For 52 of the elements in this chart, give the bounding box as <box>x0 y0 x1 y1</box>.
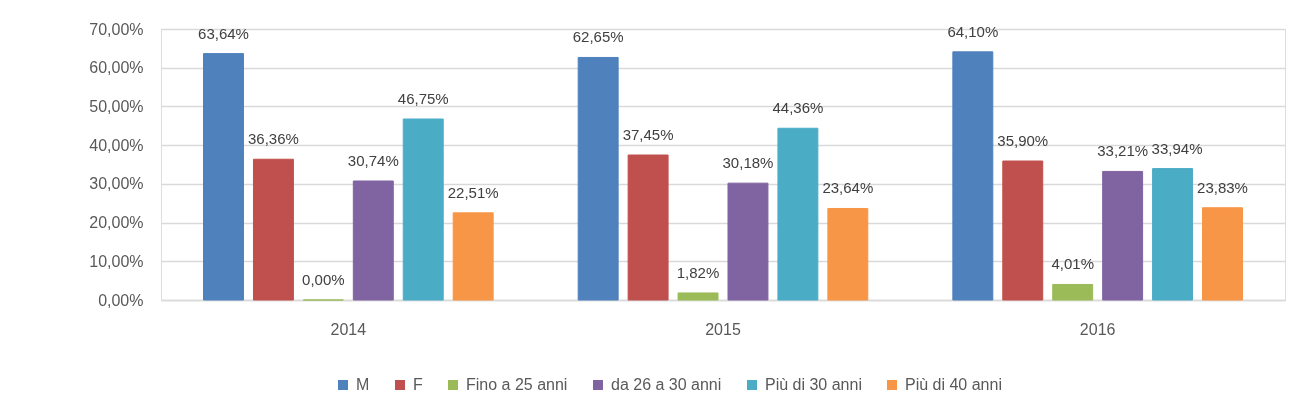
x-tick-label: 2016 <box>1079 320 1116 338</box>
data-label: 36,36% <box>247 130 299 148</box>
bar <box>1052 283 1094 301</box>
y-tick-label: 70,00% <box>89 20 144 38</box>
data-label: 23,83% <box>1197 178 1248 196</box>
legend-label: Più di 30 anni <box>765 376 862 393</box>
bar <box>352 180 394 301</box>
bar <box>827 207 869 301</box>
bar <box>203 53 244 301</box>
data-label: 33,21% <box>1097 142 1149 160</box>
bar <box>577 56 619 301</box>
bar <box>777 127 819 301</box>
y-tick-label: 10,00% <box>89 252 144 270</box>
y-tick-label: 0,00% <box>98 291 144 309</box>
data-label: 23,64% <box>822 179 874 197</box>
bar <box>1152 168 1194 301</box>
data-label: 62,65% <box>572 28 624 46</box>
y-tick-label: 20,00% <box>89 214 144 232</box>
data-label: 4,01% <box>1051 255 1094 273</box>
bar <box>952 51 994 301</box>
bar <box>402 118 444 301</box>
legend-label: Fino a 25 anni <box>466 376 568 393</box>
bar <box>252 158 294 301</box>
x-tick-label: 2015 <box>705 320 741 338</box>
data-label: 37,45% <box>622 126 674 144</box>
bar <box>452 212 494 301</box>
legend-label: da 26 a 30 anni <box>611 376 722 393</box>
bar <box>627 154 669 301</box>
data-label: 44,36% <box>772 99 824 117</box>
data-label: 64,10% <box>947 22 999 40</box>
data-label: 30,74% <box>347 151 399 169</box>
legend-label: F <box>413 376 423 393</box>
bar <box>727 182 769 301</box>
data-label: 35,90% <box>997 132 1049 150</box>
data-label: 0,00% <box>302 271 345 288</box>
x-tick-label: 2014 <box>330 320 367 338</box>
data-label: 22,51% <box>447 183 499 201</box>
bar <box>1202 207 1243 301</box>
bar <box>677 292 719 301</box>
y-tick-label: 60,00% <box>89 59 144 77</box>
data-label: 63,64% <box>198 24 249 42</box>
legend-label: Più di 40 anni <box>905 376 1002 393</box>
y-tick-label: 50,00% <box>89 97 144 115</box>
y-tick-label: 40,00% <box>89 136 144 154</box>
data-label: 33,94% <box>1151 139 1203 157</box>
bar <box>1002 160 1044 301</box>
y-tick-label: 30,00% <box>89 175 144 193</box>
bar <box>1102 170 1144 301</box>
data-label: 1,82% <box>676 263 720 281</box>
legend-label: M <box>356 376 370 393</box>
data-label: 46,75% <box>397 90 449 108</box>
data-label: 30,18% <box>722 154 774 172</box>
